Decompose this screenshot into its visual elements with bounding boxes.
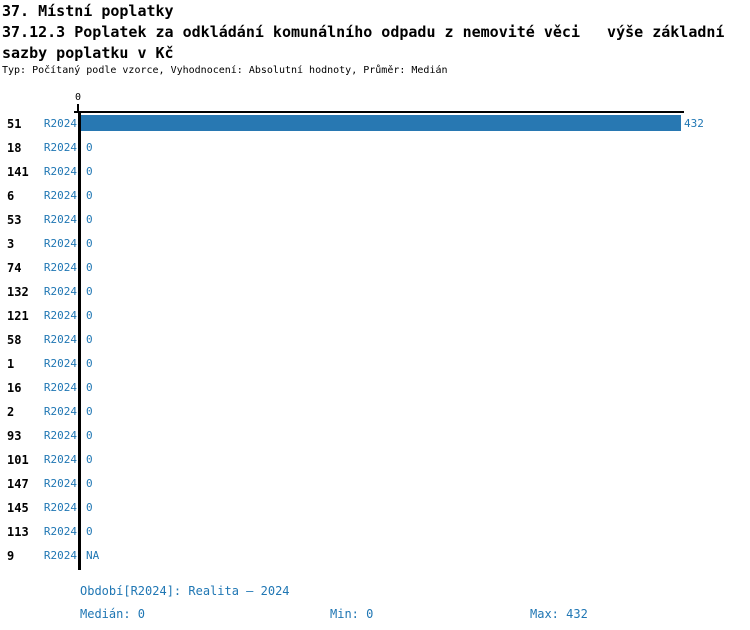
row-value-label: 0 xyxy=(86,333,93,346)
row-value-label: 0 xyxy=(86,237,93,250)
row-value-label: 432 xyxy=(684,117,704,130)
report-section-title: 37. Místní poplatky xyxy=(2,2,174,20)
row-value-label: 0 xyxy=(86,309,93,322)
row-value-label: 0 xyxy=(86,429,93,442)
row-value-label: 0 xyxy=(86,261,93,274)
row-series-label: R2024 xyxy=(43,261,77,274)
row-series-label: R2024 xyxy=(43,549,77,562)
row-series-label: R2024 xyxy=(43,429,77,442)
chart-row: 74 R2024 0 xyxy=(0,256,750,280)
chart-row: 16 R2024 0 xyxy=(0,376,750,400)
row-category-id: 51 xyxy=(7,117,22,131)
chart-row: 6 R2024 0 xyxy=(0,184,750,208)
value-axis-tick-mark xyxy=(77,104,79,112)
row-series-label: R2024 xyxy=(43,213,77,226)
chart-rows: 51 R2024 432 18 R2024 0 141 R2024 0 6 R2… xyxy=(0,112,750,568)
max-stat: Max: 432 xyxy=(530,607,588,621)
row-series-label: R2024 xyxy=(43,405,77,418)
chart-row: 2 R2024 0 xyxy=(0,400,750,424)
chart-row: 113 R2024 0 xyxy=(0,520,750,544)
chart-row: 93 R2024 0 xyxy=(0,424,750,448)
row-value-label: 0 xyxy=(86,165,93,178)
row-series-label: R2024 xyxy=(43,477,77,490)
row-category-id: 58 xyxy=(7,333,22,347)
row-category-id: 147 xyxy=(7,477,29,491)
row-value-label: 0 xyxy=(86,501,93,514)
row-bar xyxy=(81,115,681,131)
row-series-label: R2024 xyxy=(43,285,77,298)
chart-row: 53 R2024 0 xyxy=(0,208,750,232)
median-stat: Medián: 0 xyxy=(80,607,146,621)
row-category-id: 101 xyxy=(7,453,29,467)
chart-row: 121 R2024 0 xyxy=(0,304,750,328)
row-value-label: 0 xyxy=(86,453,93,466)
row-value-label: 0 xyxy=(86,405,93,418)
row-category-id: 132 xyxy=(7,285,29,299)
category-axis-line xyxy=(78,112,81,570)
row-series-label: R2024 xyxy=(43,453,77,466)
row-value-label: 0 xyxy=(86,477,93,490)
chart-row: 132 R2024 0 xyxy=(0,280,750,304)
row-series-label: R2024 xyxy=(43,189,77,202)
chart-row: 51 R2024 432 xyxy=(0,112,750,136)
row-category-id: 141 xyxy=(7,165,29,179)
chart-row: 141 R2024 0 xyxy=(0,160,750,184)
row-series-label: R2024 xyxy=(43,117,77,130)
chart-row: 9 R2024 NA xyxy=(0,544,750,568)
row-category-id: 113 xyxy=(7,525,29,539)
row-series-label: R2024 xyxy=(43,309,77,322)
chart-title-line-1: 37.12.3 Poplatek za odkládání komunálníh… xyxy=(2,23,725,41)
chart-row: 147 R2024 0 xyxy=(0,472,750,496)
chart-row: 58 R2024 0 xyxy=(0,328,750,352)
row-value-label: 0 xyxy=(86,141,93,154)
row-category-id: 3 xyxy=(7,237,15,251)
row-series-label: R2024 xyxy=(43,381,77,394)
row-series-label: R2024 xyxy=(43,501,77,514)
row-series-label: R2024 xyxy=(43,525,77,538)
chart-row: 18 R2024 0 xyxy=(0,136,750,160)
chart-meta-info: Typ: Počítaný podle vzorce, Vyhodnocení:… xyxy=(2,65,448,76)
chart-row: 1 R2024 0 xyxy=(0,352,750,376)
chart-title-line-2: sazby poplatku v Kč xyxy=(2,44,174,62)
value-axis-line xyxy=(74,111,684,113)
row-value-label: 0 xyxy=(86,525,93,538)
row-category-id: 2 xyxy=(7,405,15,419)
chart-row: 3 R2024 0 xyxy=(0,232,750,256)
row-category-id: 74 xyxy=(7,261,22,275)
chart-row: 145 R2024 0 xyxy=(0,496,750,520)
row-value-label: 0 xyxy=(86,213,93,226)
row-category-id: 6 xyxy=(7,189,15,203)
row-series-label: R2024 xyxy=(43,165,77,178)
row-series-label: R2024 xyxy=(43,357,77,370)
value-axis-tick-label: 0 xyxy=(74,92,82,103)
chart-row: 101 R2024 0 xyxy=(0,448,750,472)
row-category-id: 1 xyxy=(7,357,15,371)
row-value-label: NA xyxy=(86,549,100,562)
row-value-label: 0 xyxy=(86,357,93,370)
row-category-id: 53 xyxy=(7,213,22,227)
min-stat: Min: 0 xyxy=(330,607,374,621)
row-series-label: R2024 xyxy=(43,141,77,154)
row-category-id: 93 xyxy=(7,429,22,443)
row-category-id: 18 xyxy=(7,141,22,155)
row-category-id: 145 xyxy=(7,501,29,515)
row-series-label: R2024 xyxy=(43,237,77,250)
row-category-id: 121 xyxy=(7,309,29,323)
period-label: Období[R2024]: Realita – 2024 xyxy=(80,584,290,598)
row-value-label: 0 xyxy=(86,285,93,298)
row-category-id: 9 xyxy=(7,549,15,563)
row-category-id: 16 xyxy=(7,381,22,395)
row-value-label: 0 xyxy=(86,381,93,394)
row-series-label: R2024 xyxy=(43,333,77,346)
row-value-label: 0 xyxy=(86,189,93,202)
